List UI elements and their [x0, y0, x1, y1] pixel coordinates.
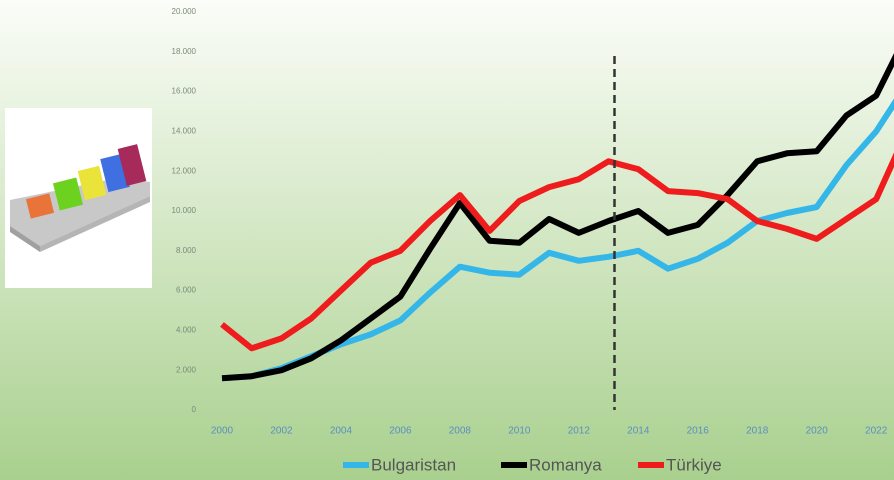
- y-tick-label: 10.000: [172, 206, 197, 215]
- y-tick-label: 16.000: [172, 87, 197, 96]
- legend-label: Türkiye: [666, 455, 722, 474]
- y-tick-label: 6.000: [176, 286, 197, 295]
- legend-label: Bulgaristan: [371, 455, 456, 474]
- x-tick-label: 2000: [211, 426, 234, 437]
- y-tick-label: 14.000: [172, 127, 197, 136]
- x-tick-label: 2006: [389, 426, 412, 437]
- x-tick-label: 2022: [865, 426, 888, 437]
- legend-label: Romanya: [529, 455, 602, 474]
- y-tick-label: 0: [192, 405, 197, 414]
- x-tick-label: 2016: [687, 426, 710, 437]
- x-tick-label: 2008: [449, 426, 472, 437]
- x-tick-label: 2018: [746, 426, 769, 437]
- series-line: [221, 53, 894, 382]
- y-tick-label: 8.000: [176, 246, 197, 255]
- y-tick-label: 12.000: [172, 166, 197, 175]
- x-tick-label: 2010: [508, 426, 531, 437]
- y-tick-label: 18.000: [172, 47, 197, 56]
- y-tick-label: 4.000: [176, 326, 197, 335]
- y-tick-label: 2.000: [176, 365, 197, 374]
- x-tick-label: 2020: [806, 426, 829, 437]
- series-line: [220, 152, 894, 352]
- y-tick-label: 20.000: [172, 7, 197, 16]
- x-tick-label: 2014: [627, 426, 650, 437]
- x-tick-label: 2004: [330, 426, 353, 437]
- x-tick-label: 2012: [568, 426, 591, 437]
- bar-icon: [5, 108, 152, 288]
- x-tick-label: 2002: [270, 426, 293, 437]
